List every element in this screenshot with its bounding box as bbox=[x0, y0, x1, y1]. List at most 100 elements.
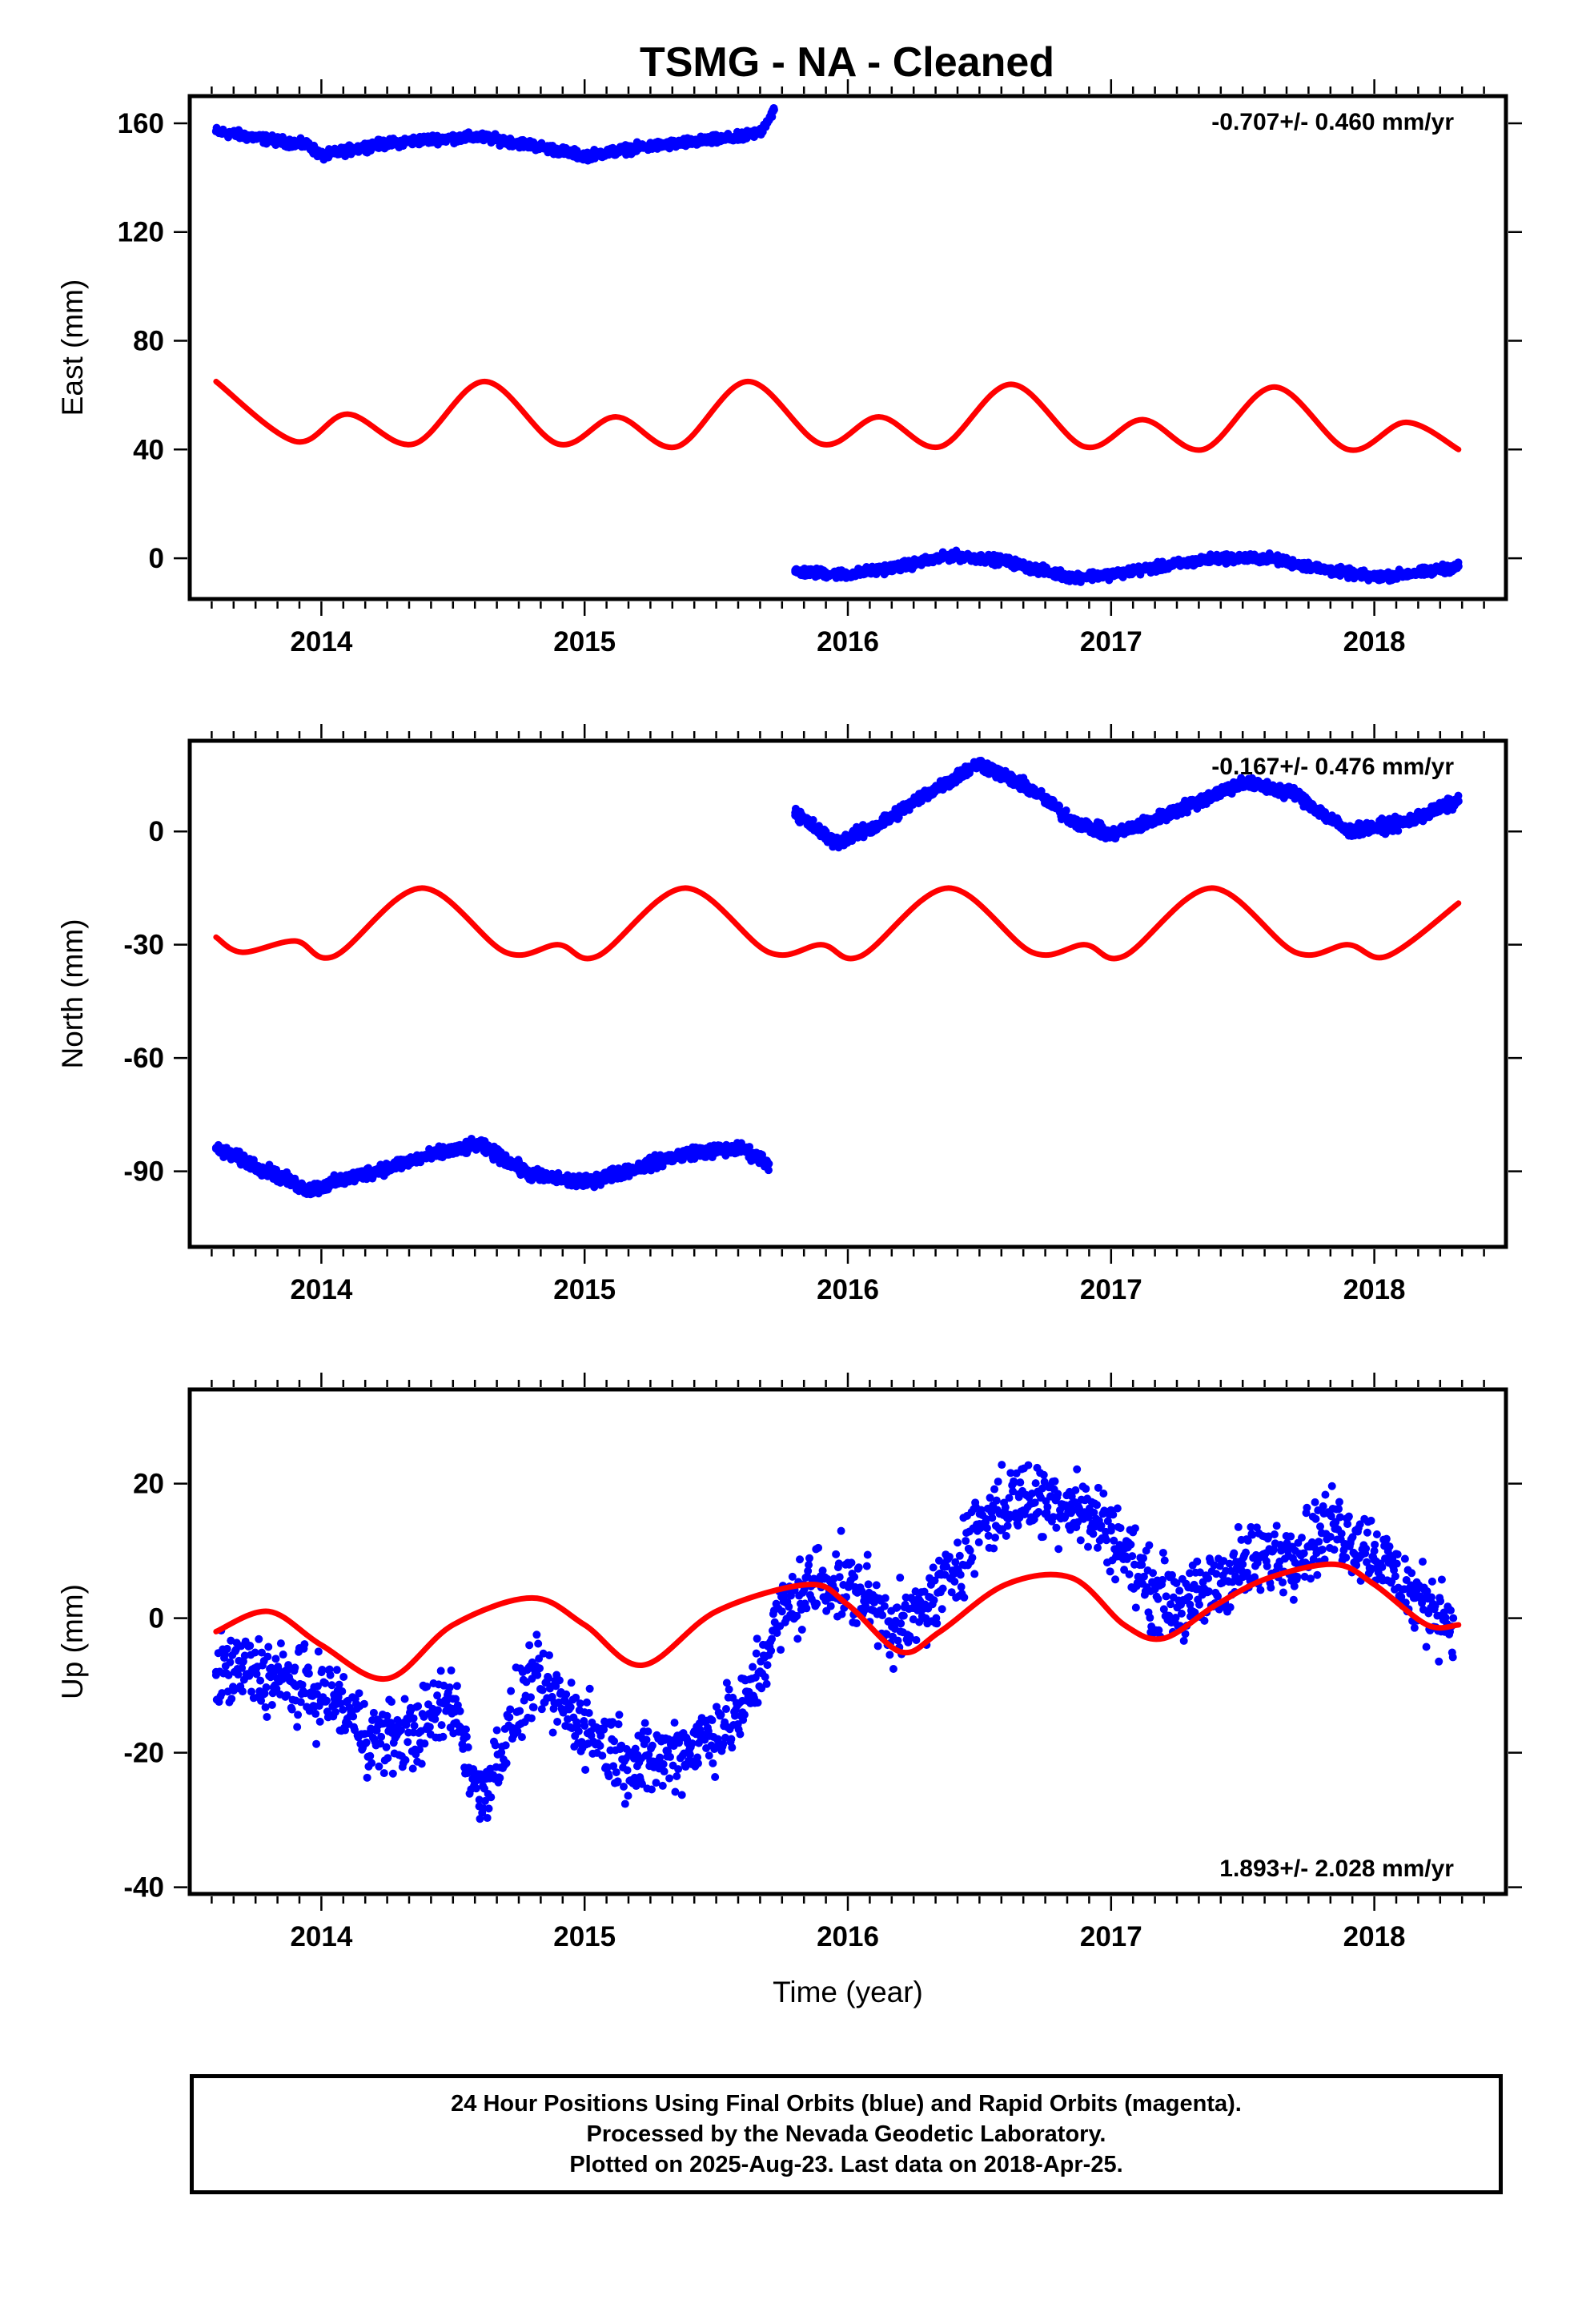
data-point bbox=[264, 1642, 273, 1651]
data-point bbox=[327, 1681, 336, 1690]
east-model-curve bbox=[213, 378, 1462, 453]
data-point bbox=[580, 1178, 589, 1187]
data-point bbox=[1159, 562, 1168, 571]
up-plot-frame bbox=[187, 1387, 1508, 1896]
north-point-series bbox=[211, 1134, 773, 1199]
data-point bbox=[415, 1745, 424, 1754]
data-point bbox=[1106, 830, 1115, 839]
data-point bbox=[377, 1732, 386, 1741]
data-point bbox=[355, 1689, 363, 1698]
data-point bbox=[632, 143, 641, 152]
y-tick-label: 0 bbox=[149, 1603, 164, 1634]
data-point bbox=[257, 1648, 266, 1657]
data-point bbox=[765, 1160, 773, 1168]
data-point bbox=[1067, 573, 1076, 581]
data-point bbox=[685, 138, 694, 147]
y-tick-label: 20 bbox=[133, 1469, 164, 1500]
y-tick-label: -60 bbox=[123, 1043, 164, 1074]
data-point bbox=[387, 1698, 396, 1707]
north-axis-label: North (mm) bbox=[56, 919, 89, 1068]
data-point bbox=[311, 1710, 320, 1719]
data-point bbox=[1159, 812, 1168, 821]
data-point bbox=[1317, 565, 1326, 573]
data-point bbox=[809, 815, 817, 824]
data-point bbox=[291, 1663, 299, 1672]
y-tick-label: 0 bbox=[149, 543, 164, 574]
time-axis-label: Time (year) bbox=[773, 1976, 923, 2008]
data-point bbox=[401, 1755, 410, 1764]
x-tick-label: 2018 bbox=[1343, 1921, 1406, 1952]
data-point bbox=[975, 759, 984, 768]
data-point bbox=[896, 562, 905, 571]
data-point bbox=[317, 1182, 326, 1191]
data-point bbox=[1291, 790, 1299, 798]
data-point bbox=[255, 1634, 263, 1643]
data-point bbox=[224, 1671, 233, 1679]
y-tick-label: -90 bbox=[123, 1156, 164, 1188]
x-tick-label: 2016 bbox=[817, 1274, 879, 1305]
data-point bbox=[326, 1671, 335, 1679]
data-point bbox=[362, 1738, 371, 1747]
up-rate-label: 1.893+/- 2.028 mm/yr bbox=[1219, 1856, 1454, 1882]
data-point bbox=[272, 1684, 281, 1693]
data-point bbox=[321, 1679, 330, 1687]
data-point bbox=[367, 1759, 376, 1767]
data-point bbox=[294, 1711, 303, 1719]
data-point bbox=[339, 1672, 348, 1681]
x-tick-label: 2015 bbox=[553, 1274, 616, 1305]
data-point bbox=[685, 1148, 694, 1157]
east-axis-label: East (mm) bbox=[56, 279, 89, 416]
data-point bbox=[223, 1687, 232, 1696]
data-point bbox=[376, 1739, 385, 1748]
data-point bbox=[409, 1714, 418, 1723]
east-point-series bbox=[211, 103, 778, 165]
data-point bbox=[261, 1703, 270, 1711]
north-model-curve bbox=[213, 885, 1462, 962]
x-tick-label: 2017 bbox=[1080, 1921, 1142, 1952]
data-point bbox=[764, 1166, 773, 1175]
data-point bbox=[300, 1640, 309, 1649]
y-tick-label: 80 bbox=[133, 326, 164, 357]
data-point bbox=[475, 132, 484, 141]
data-point bbox=[303, 1186, 312, 1195]
data-point bbox=[1265, 554, 1274, 563]
data-point bbox=[410, 1721, 419, 1730]
data-point bbox=[1396, 819, 1405, 828]
data-point bbox=[211, 1144, 220, 1153]
data-point bbox=[240, 1651, 249, 1660]
data-point bbox=[279, 1651, 287, 1659]
east-rate-label: -0.707+/- 0.460 mm/yr bbox=[1211, 109, 1454, 135]
data-point bbox=[1454, 562, 1463, 571]
data-point bbox=[1454, 797, 1463, 806]
data-point bbox=[318, 1666, 327, 1675]
data-point bbox=[1020, 562, 1029, 571]
data-point bbox=[226, 1658, 235, 1667]
data-point bbox=[312, 1739, 321, 1748]
x-tick-label: 2016 bbox=[817, 1921, 879, 1952]
x-tick-label: 2017 bbox=[1080, 626, 1142, 657]
data-point bbox=[256, 1676, 265, 1685]
data-point bbox=[359, 1699, 368, 1708]
data-point bbox=[262, 1683, 271, 1692]
data-point bbox=[335, 1680, 343, 1689]
data-point bbox=[844, 570, 852, 579]
data-point bbox=[239, 1687, 247, 1696]
chart-title: TSMG - NA - Cleaned bbox=[640, 39, 1054, 86]
north-point-series bbox=[791, 756, 1463, 852]
y-tick-label: -20 bbox=[123, 1738, 164, 1769]
data-point bbox=[387, 1719, 396, 1727]
data-point bbox=[263, 1652, 272, 1661]
data-point bbox=[223, 1644, 231, 1653]
data-point bbox=[370, 1167, 379, 1176]
data-point bbox=[363, 1773, 371, 1782]
data-point bbox=[1106, 570, 1115, 579]
data-point bbox=[264, 135, 273, 144]
data-point bbox=[257, 1696, 266, 1705]
data-point bbox=[331, 1707, 340, 1716]
data-point bbox=[339, 1705, 347, 1714]
data-point bbox=[382, 1743, 391, 1751]
north-plot-area bbox=[211, 756, 1463, 1199]
